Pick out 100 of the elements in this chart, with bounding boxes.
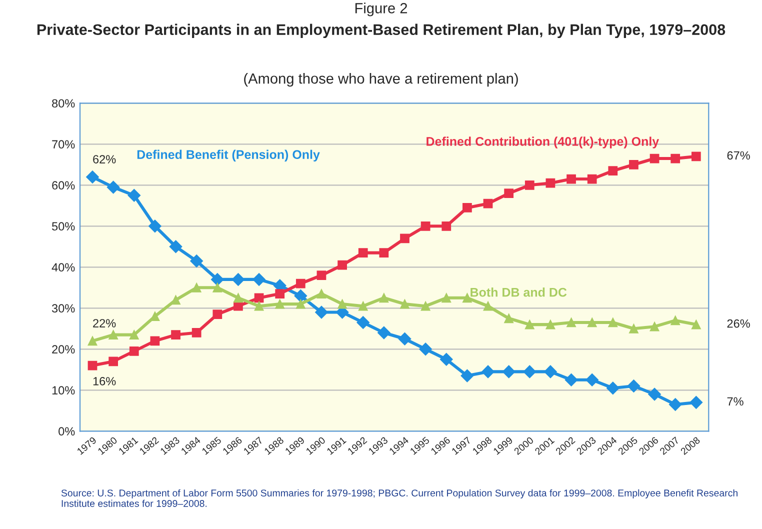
annotation: 7% [727,397,744,406]
point [254,301,264,311]
point [504,314,514,324]
point [440,352,453,366]
point [524,180,534,190]
point [586,373,598,386]
point [232,273,245,286]
point [358,301,368,311]
point [358,248,368,258]
point [294,289,308,302]
point [400,299,410,309]
point [504,188,514,198]
point [650,322,660,332]
y-tick-label: 20% [52,345,75,354]
point [379,248,389,258]
y-tick-label: 50% [52,222,75,231]
point [524,320,534,330]
point [442,293,452,303]
point [338,260,347,270]
point [460,369,474,382]
point [108,330,118,340]
point [483,198,493,208]
point [296,299,306,309]
point [442,221,452,231]
point [192,328,202,338]
point [129,346,139,356]
point [482,365,494,378]
point [629,324,638,334]
point [316,289,326,298]
point [400,234,410,244]
point [420,301,430,311]
point [88,360,98,370]
point [398,332,412,346]
text: Defined Benefit (Pension) Only [137,150,320,162]
series-label: Defined Contribution (401(k)-type) Only [426,136,660,148]
point [544,365,557,378]
source-note: Source: U.S. Department of Labor Form 5500 Summaries for 1979-1998; PBGC. Current Population Survey data for 1999–2008. Employee Benefit Research Institute estimates for 1999–2008. [61,489,738,507]
point [86,170,99,184]
point [546,320,556,330]
y-tick-label: 30% [52,304,75,313]
point [150,336,160,346]
point [379,293,389,303]
y-tick-label: 80% [52,99,75,108]
point [169,240,182,254]
point [254,293,264,303]
point [192,282,202,292]
point [566,174,576,184]
point [462,203,472,212]
annotation: 22% [93,319,116,328]
point [128,188,141,202]
point [315,306,328,319]
point [648,388,661,401]
point [462,293,472,303]
y-tick-label: 70% [52,140,75,149]
y-tick-label: 60% [52,181,75,190]
point [564,373,578,386]
point [650,154,660,164]
point [129,330,139,340]
point [502,365,516,378]
annotation: 16% [93,377,116,386]
point [212,310,222,319]
chart-title: Private-Sector Participants in an Employment-Based Retirement Plan, by Plan Type, 1979–2008 [37,24,726,38]
point [690,396,703,409]
point [88,336,98,346]
point [629,160,638,170]
caption: Figure 2 [355,2,408,16]
point [546,178,556,188]
annotation: 67% [727,151,750,160]
point [670,154,680,164]
point [606,382,620,394]
point [234,301,243,311]
annotation: 62% [93,155,116,164]
point [608,318,618,328]
y-tick-label: 40% [52,263,75,272]
chart-subtitle: (Among those who have a retirement plan) [244,73,518,87]
point [356,316,370,329]
point [296,278,306,288]
point [108,356,118,366]
point [668,398,682,411]
point [587,174,597,184]
point [670,316,680,326]
y-tick-label: 0% [58,427,75,436]
point [627,380,640,392]
point [252,273,266,286]
point [523,365,536,378]
point [275,299,285,309]
series-label: Both DB and DC [470,288,567,297]
point [691,320,701,330]
point [171,330,180,340]
point [419,342,432,356]
y-tick-label: 10% [52,386,75,395]
point [316,270,326,280]
point [338,299,347,309]
point [212,282,222,292]
point [106,180,120,194]
point [210,273,224,286]
point [608,166,618,176]
point [171,295,180,305]
point [483,301,493,311]
point [378,326,390,340]
